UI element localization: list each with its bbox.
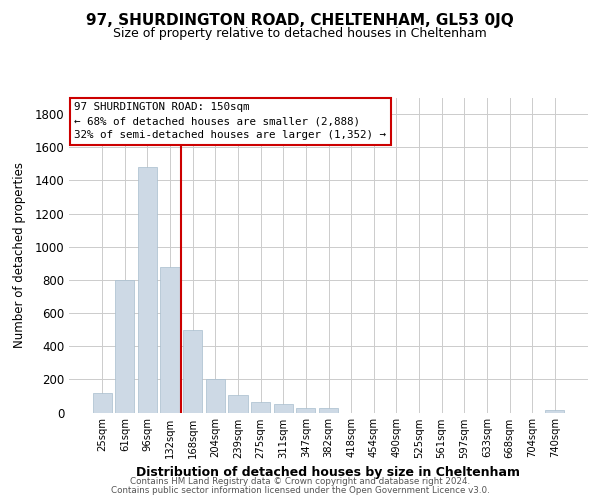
Bar <box>92 392 112 412</box>
Bar <box>229 395 248 412</box>
Text: 97, SHURDINGTON ROAD, CHELTENHAM, GL53 0JQ: 97, SHURDINGTON ROAD, CHELTENHAM, GL53 0… <box>86 12 514 28</box>
Bar <box>138 167 157 412</box>
Bar <box>251 402 270 412</box>
Text: Contains public sector information licensed under the Open Government Licence v3: Contains public sector information licen… <box>110 486 490 495</box>
Bar <box>115 280 134 412</box>
Bar <box>183 330 202 412</box>
Bar <box>274 404 293 412</box>
Text: Contains HM Land Registry data © Crown copyright and database right 2024.: Contains HM Land Registry data © Crown c… <box>130 477 470 486</box>
Bar <box>206 378 225 412</box>
Bar <box>545 410 565 412</box>
Text: Size of property relative to detached houses in Cheltenham: Size of property relative to detached ho… <box>113 28 487 40</box>
Bar <box>319 408 338 412</box>
Bar <box>296 408 316 412</box>
Y-axis label: Number of detached properties: Number of detached properties <box>13 162 26 348</box>
X-axis label: Distribution of detached houses by size in Cheltenham: Distribution of detached houses by size … <box>137 466 521 479</box>
Text: 97 SHURDINGTON ROAD: 150sqm
← 68% of detached houses are smaller (2,888)
32% of : 97 SHURDINGTON ROAD: 150sqm ← 68% of det… <box>74 102 386 140</box>
Bar <box>160 266 180 412</box>
